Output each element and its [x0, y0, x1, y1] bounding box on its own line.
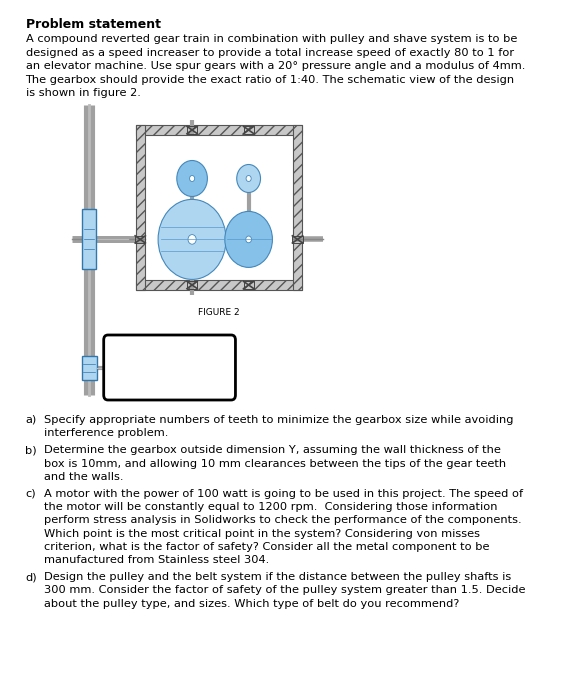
Text: Problem statement: Problem statement — [25, 18, 160, 31]
Text: b): b) — [25, 445, 37, 456]
Text: perform stress analysis in Solidworks to check the performance of the components: perform stress analysis in Solidworks to… — [44, 515, 522, 526]
Bar — [187, 127, 197, 134]
Text: Design the pulley and the belt system if the distance between the pulley shafts : Design the pulley and the belt system if… — [44, 572, 511, 582]
Text: A compound reverted gear train in combination with pulley and shave system is to: A compound reverted gear train in combin… — [25, 34, 525, 99]
Text: box is 10mm, and allowing 10 mm clearances between the tips of the gear teeth: box is 10mm, and allowing 10 mm clearanc… — [44, 458, 506, 468]
Bar — [81, 356, 97, 380]
Circle shape — [246, 176, 251, 181]
Text: Specify appropriate numbers of teeth to minimize the gearbox size while avoiding: Specify appropriate numbers of teeth to … — [44, 415, 514, 425]
Circle shape — [225, 211, 272, 267]
Text: Which point is the most critical point in the system? Considering von misses: Which point is the most critical point i… — [44, 528, 480, 538]
Bar — [145, 135, 293, 280]
Circle shape — [189, 176, 195, 181]
Text: interference problem.: interference problem. — [44, 428, 168, 438]
Bar — [136, 125, 145, 290]
Bar — [293, 125, 302, 290]
Bar — [135, 236, 145, 243]
Text: manufactured from Stainless steel 304.: manufactured from Stainless steel 304. — [44, 555, 270, 565]
Circle shape — [237, 164, 260, 193]
Text: and the walls.: and the walls. — [44, 472, 124, 482]
Circle shape — [246, 236, 251, 243]
Text: d): d) — [25, 572, 37, 582]
Bar — [136, 280, 302, 290]
Bar — [244, 127, 254, 134]
FancyBboxPatch shape — [104, 335, 236, 400]
Bar — [293, 236, 303, 243]
Text: FIGURE 2: FIGURE 2 — [198, 308, 240, 317]
Text: the motor will be constantly equal to 1200 rpm.  Considering those information: the motor will be constantly equal to 12… — [44, 502, 498, 512]
Bar — [244, 281, 254, 288]
Circle shape — [177, 160, 207, 197]
Text: A motor with the power of 100 watt is going to be used in this project. The spee: A motor with the power of 100 watt is go… — [44, 489, 523, 499]
Circle shape — [158, 199, 226, 279]
Circle shape — [188, 234, 196, 244]
Bar — [82, 209, 96, 270]
Text: c): c) — [25, 489, 36, 499]
Text: Motor: Motor — [151, 361, 188, 374]
Text: criterion, what is the factor of safety? Consider all the metal component to be: criterion, what is the factor of safety?… — [44, 542, 490, 552]
Text: about the pulley type, and sizes. Which type of belt do you recommend?: about the pulley type, and sizes. Which … — [44, 598, 459, 608]
Bar — [187, 281, 197, 288]
Bar — [136, 125, 302, 135]
Text: 300 mm. Consider the factor of safety of the pulley system greater than 1.5. Dec: 300 mm. Consider the factor of safety of… — [44, 585, 525, 596]
Text: Determine the gearbox outside dimension Y, assuming the wall thickness of the: Determine the gearbox outside dimension … — [44, 445, 501, 456]
Text: a): a) — [25, 415, 37, 425]
